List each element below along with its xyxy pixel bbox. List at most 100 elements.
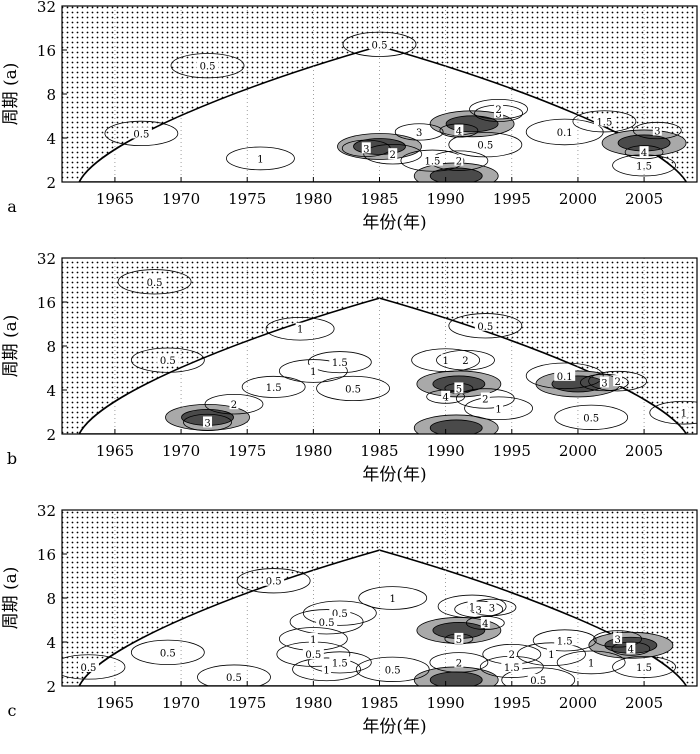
contour-line	[307, 351, 372, 374]
y-tick-label: 2	[46, 426, 56, 444]
contour-label: 1.5	[636, 161, 652, 172]
y-tick-label: 8	[46, 86, 56, 104]
contour-line	[465, 615, 505, 630]
x-tick-label: 1985	[360, 190, 398, 208]
y-tick-label: 4	[46, 130, 56, 148]
contour-line	[236, 568, 311, 594]
contour-label: 2	[482, 394, 488, 405]
contour-label: 4	[456, 127, 462, 138]
contour-line	[579, 373, 629, 392]
contour-label-bg	[302, 648, 324, 660]
power-region-high	[429, 419, 483, 434]
contour-label-bg	[554, 125, 576, 137]
contour-line	[454, 600, 504, 618]
contour-label: 0.5	[147, 278, 163, 289]
contour-label: 5	[456, 635, 462, 646]
contour-line	[117, 269, 192, 295]
y-tick-label: 16	[37, 294, 56, 312]
contour-label-bg	[460, 354, 470, 366]
contour-label-bg	[480, 616, 490, 628]
y-axis-label: 周期 (a)	[1, 63, 21, 126]
contour-label-bg	[580, 411, 602, 423]
contour-label: 2	[456, 658, 462, 669]
contour-label-bg	[369, 38, 390, 50]
contour-label-bg	[441, 354, 451, 366]
x-tick-label: 1970	[162, 190, 200, 208]
y-tick-label: 2	[46, 678, 56, 696]
contour-label: 2	[231, 400, 237, 411]
contour-label-bg	[316, 615, 338, 627]
contour-line	[426, 389, 466, 404]
contour-line	[624, 145, 664, 160]
contour-label: 3	[601, 379, 607, 390]
x-tick-label: 1965	[96, 190, 134, 208]
contour-label: 1	[588, 658, 594, 669]
contour-label: 0.5	[200, 62, 216, 73]
contour-line	[307, 651, 372, 674]
contour-label: 3	[416, 128, 422, 139]
contour-line	[469, 98, 528, 120]
panel-c: 0.510.50.510.50.50.50.51.51 0.51 3 354221.5…	[1, 502, 698, 737]
contour-label-bg	[586, 656, 596, 668]
contour-line	[532, 629, 597, 652]
contour-label-bg	[322, 663, 332, 675]
contour-label: 0.5	[133, 129, 149, 140]
contour-label: 0.5	[160, 648, 176, 659]
contour-label: 0.1	[557, 372, 573, 383]
contour-label: 2	[462, 356, 468, 367]
contour-line	[355, 656, 430, 682]
contour-line	[588, 370, 648, 392]
contour-label-bg	[308, 364, 318, 376]
contour-label: 0.5	[81, 663, 97, 674]
contour-label: 1	[442, 356, 448, 367]
contour-label: 1	[323, 665, 329, 676]
contour-label: 1.5	[332, 658, 348, 669]
contour-line	[394, 123, 444, 141]
contour-label-bg	[454, 382, 464, 394]
x-tick-label: 1990	[427, 694, 465, 712]
contour-label: 0.5	[319, 618, 335, 629]
contour-label: 0.5	[345, 384, 361, 395]
contour-label-bg	[501, 660, 523, 672]
panel-letter: a	[7, 197, 17, 216]
contour-label-bg	[329, 356, 351, 368]
y-tick-label: 16	[37, 42, 56, 60]
contour-label-bg	[454, 632, 464, 644]
y-axis-label: 周期 (a)	[1, 315, 21, 378]
contour-label: 3	[489, 603, 495, 614]
contour-label-bg	[652, 124, 662, 136]
contour-label-bg	[507, 648, 517, 660]
contour-label: 4	[628, 645, 634, 656]
contour-label: 3	[363, 144, 369, 155]
contour-label-bg	[554, 369, 576, 381]
contour-label: 1	[469, 602, 475, 613]
contour-label-bg	[223, 671, 245, 683]
contour-line	[464, 396, 533, 421]
y-tick-label: 32	[37, 250, 56, 268]
y-axis-label: 周期 (a)	[1, 567, 21, 630]
contour-line	[226, 146, 295, 171]
contour-label-bg	[130, 127, 152, 139]
x-tick-label: 1985	[360, 442, 398, 460]
contour-line	[292, 657, 361, 682]
contour-line	[439, 123, 479, 138]
x-tick-label: 2000	[559, 694, 597, 712]
contour-label: 1	[495, 404, 501, 415]
contour-line	[411, 348, 481, 372]
contour-line	[183, 413, 232, 432]
contour-label: 1.5	[424, 157, 440, 168]
contour-label-bg	[388, 592, 398, 603]
contour-label: 3	[495, 109, 501, 120]
contour-line	[104, 120, 179, 147]
contour-label: 5	[456, 384, 462, 395]
contour-label-bg	[308, 632, 318, 644]
contour-label-bg	[229, 398, 239, 410]
contour-line	[130, 639, 205, 665]
contour-line	[358, 586, 428, 610]
contour-line	[501, 667, 576, 686]
contour-label: 3	[204, 418, 210, 429]
plot-area: 0.510.50.510.50.50.50.51.51 0.51 3 354221.5…	[62, 510, 697, 686]
contour-label: 0.1	[557, 128, 573, 139]
